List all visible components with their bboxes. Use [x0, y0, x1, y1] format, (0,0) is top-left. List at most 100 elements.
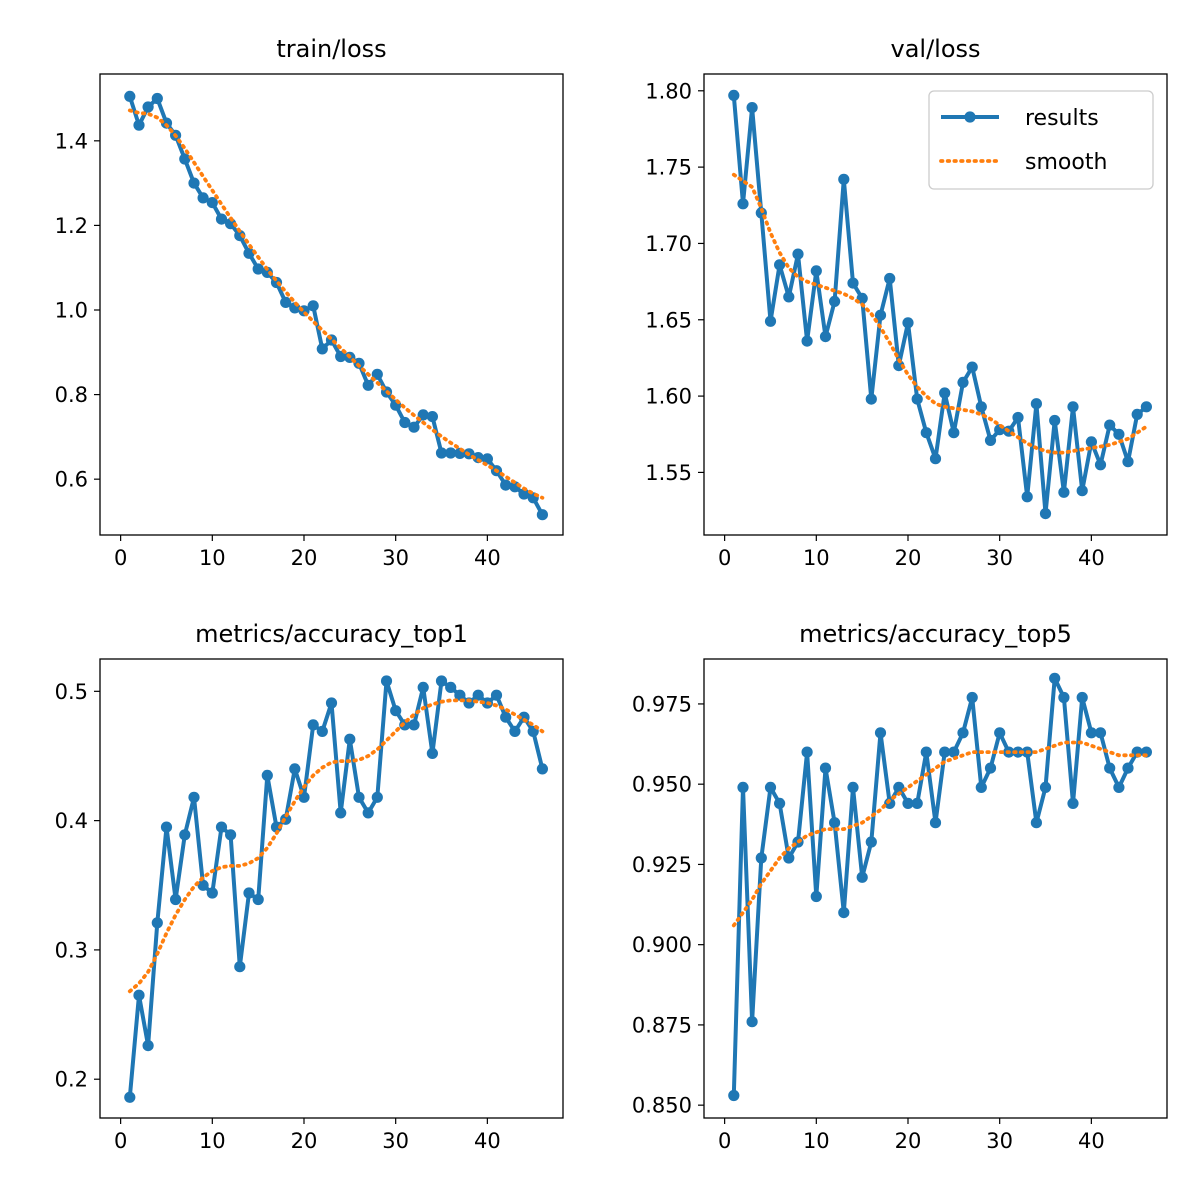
y-tick-label: 1.80	[645, 79, 692, 103]
y-tick-label: 1.75	[645, 156, 692, 180]
chart-panel-3: metrics/accuracy_top1 0 10 20 30 40 0.2 0.3 0.4 0…	[55, 620, 564, 1153]
x-tick-label: 40	[474, 1129, 501, 1153]
y-tick-label: 1.0	[55, 298, 88, 322]
data-point	[399, 416, 411, 429]
data-point	[490, 689, 503, 701]
y-tick-label: 1.60	[645, 385, 692, 409]
data-point	[948, 427, 960, 439]
data-point	[353, 791, 365, 803]
data-point	[737, 198, 749, 210]
data-point	[289, 763, 301, 775]
data-point	[179, 153, 191, 165]
chart-panel-2: val/loss 0 10 20 30 40 1.55 1.60 1.65 1.70 1.75 1.8…	[645, 35, 1168, 570]
data-point	[783, 291, 795, 303]
data-point	[865, 836, 877, 848]
data-point	[1104, 419, 1116, 431]
series-line-smooth	[731, 172, 1149, 455]
data-point	[737, 781, 749, 794]
data-point	[1049, 672, 1061, 684]
data-point	[225, 829, 237, 841]
data-point	[1012, 746, 1024, 758]
data-point	[975, 781, 987, 794]
data-point	[1094, 459, 1107, 471]
data-point	[966, 361, 978, 373]
panel-title: metrics/accuracy_top5	[799, 620, 1072, 648]
data-point	[847, 277, 859, 289]
data-point	[536, 763, 549, 775]
data-point	[1094, 727, 1107, 739]
data-point	[819, 331, 832, 343]
data-point	[188, 177, 200, 189]
chart-panel-1: train/loss 0 10 20 30 40 0.6 0.8 1.0 1.2 1.4	[55, 35, 564, 570]
data-point	[957, 727, 969, 739]
axes-frame	[99, 658, 564, 1119]
data-point	[316, 343, 328, 355]
axes-frame	[703, 658, 1168, 1119]
x-tick-label: 30	[382, 1129, 409, 1153]
data-point	[124, 1091, 136, 1103]
y-tick-label: 1.55	[645, 461, 692, 485]
data-point	[774, 259, 786, 271]
data-point	[371, 368, 383, 380]
data-point	[133, 119, 145, 131]
data-point	[1085, 436, 1097, 448]
data-point	[1131, 408, 1143, 420]
data-point	[1049, 414, 1061, 427]
data-point	[1122, 456, 1134, 468]
data-point	[380, 675, 393, 687]
data-point	[1067, 401, 1079, 413]
data-point	[746, 102, 758, 114]
data-point	[1113, 428, 1125, 440]
data-point	[197, 192, 209, 204]
data-point	[472, 689, 484, 701]
data-point	[810, 265, 822, 277]
x-tick-label: 0	[718, 1129, 731, 1153]
data-point	[234, 961, 246, 973]
x-tick-label: 20	[291, 1129, 318, 1153]
y-tick-label: 0.900	[632, 933, 692, 957]
data-point	[994, 727, 1006, 739]
data-point	[865, 393, 877, 405]
series-line-smooth	[127, 108, 545, 500]
data-point	[874, 309, 887, 321]
y-tick-label: 1.2	[55, 214, 88, 238]
data-point	[408, 421, 420, 433]
series-line-results	[127, 679, 545, 1098]
data-point	[893, 360, 905, 372]
data-point	[1076, 691, 1088, 704]
x-tick-label: 40	[1078, 1129, 1105, 1153]
data-point	[325, 697, 338, 709]
legend: results smooth	[928, 90, 1154, 190]
data-point	[252, 893, 264, 906]
data-point	[1012, 411, 1024, 424]
data-point	[170, 893, 182, 906]
x-tick-label: 30	[382, 546, 409, 570]
data-point	[966, 691, 978, 704]
data-point	[243, 247, 255, 259]
data-point	[179, 829, 191, 841]
data-point	[215, 213, 228, 225]
x-tick-label: 20	[895, 546, 922, 570]
data-point	[957, 376, 969, 388]
data-point	[151, 917, 163, 929]
y-tick-label: 1.70	[645, 232, 692, 256]
x-tick-label: 30	[986, 1129, 1013, 1153]
data-point	[801, 746, 813, 758]
data-point	[151, 92, 163, 105]
data-point	[774, 797, 786, 810]
series-line-smooth	[127, 698, 545, 994]
data-point	[728, 1089, 740, 1102]
data-point	[390, 705, 402, 717]
data-point	[142, 101, 154, 113]
data-point	[445, 447, 457, 459]
data-point	[160, 821, 173, 833]
data-point	[270, 821, 283, 833]
data-point	[344, 733, 356, 745]
data-point	[1113, 781, 1125, 794]
data-point	[435, 675, 448, 687]
series-line-smooth	[731, 740, 1149, 928]
data-point	[298, 791, 310, 803]
x-tick-label: 0	[114, 546, 127, 570]
x-tick-label: 0	[718, 546, 731, 570]
